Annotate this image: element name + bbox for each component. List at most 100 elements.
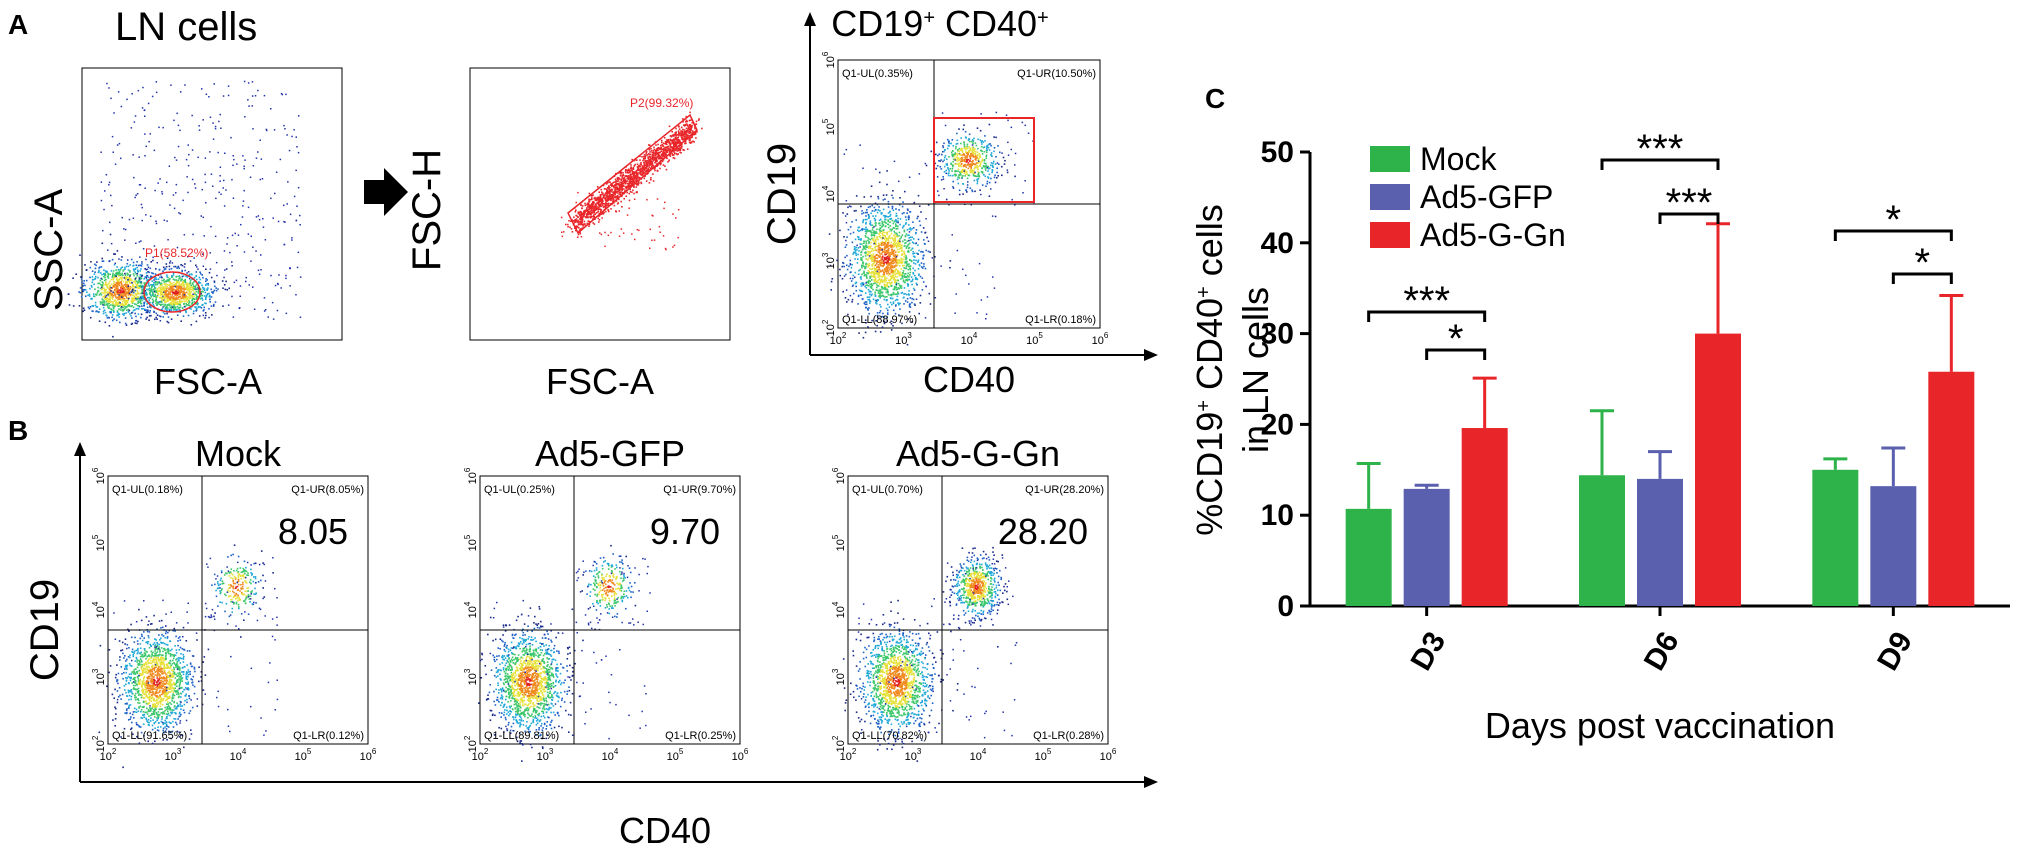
c-ylabel-line2: in LN cells [1235, 287, 1276, 453]
arrow-right-icon [364, 168, 408, 216]
b-cluster-ur [204, 544, 278, 638]
a3-q-ul: Q1-UL(0.35%) [842, 68, 913, 80]
a3-plot-frame [837, 59, 1101, 329]
b-plot-xtick: 104 [230, 747, 247, 763]
b-q-ur: Q1-UR(28.20%) [1025, 484, 1104, 496]
c-significance-label: * [1448, 317, 1464, 361]
a3-xtick: 104 [961, 331, 978, 347]
a3-ytick: 105 [821, 118, 837, 135]
c-ytick-label: 10 [1261, 499, 1294, 532]
b-plot-ytick: 103 [463, 668, 479, 685]
b-q-ul: Q1-UL(0.25%) [484, 484, 555, 496]
b-q-ur: Q1-UR(8.05%) [291, 484, 364, 496]
c-significance-label: * [1886, 198, 1902, 242]
a2-xlabel: FSC-A [546, 361, 654, 402]
b-cluster-ur [575, 544, 651, 631]
b-plot-xtick: 104 [602, 747, 619, 763]
b-plot-ytick: 106 [831, 467, 847, 484]
c-ylabel-line1: %CD19+ CD40+ cells [1189, 204, 1230, 536]
b-plot-xtick: 102 [100, 747, 117, 763]
c-significance-label: *** [1637, 127, 1684, 171]
b-q-ur: Q1-UR(9.70%) [663, 484, 736, 496]
a2-cluster-diagonal [560, 111, 703, 251]
c-xtick-label: D3 [1405, 626, 1453, 676]
a3-ytick: 103 [821, 252, 837, 269]
b-cluster-ll [98, 599, 279, 769]
a3-ytick: 106 [821, 51, 837, 68]
b-plot-ytick: 103 [91, 668, 107, 685]
b-q-ll: Q1-LL(91.65%) [112, 730, 187, 742]
a3-xtick: 103 [895, 331, 912, 347]
c-significance-bracket: * [1425, 317, 1487, 361]
a1-scatter-points [57, 80, 302, 338]
c-bar-ad5-g-gn [1928, 371, 1975, 606]
b-plot-ytick: 102 [91, 735, 107, 752]
b-plot-xtick: 105 [295, 747, 312, 763]
c-bar-ad5-gfp [1403, 488, 1450, 606]
c-legend-label: Ad5-G-Gn [1420, 217, 1566, 253]
a3-x-axis-arrow [1144, 349, 1158, 361]
b-plot-ytick: 103 [831, 668, 847, 685]
b-plot-1: Ad5-GFP Q1-UL(0.25%) Q1-UR(9.70%) Q1-LL(89.… [463, 433, 749, 763]
c-bar-ad5-gfp [1637, 478, 1683, 606]
c-ytick-label: 30 [1261, 318, 1294, 351]
a3-y-axis-arrow [804, 12, 816, 26]
b-plot-ytick: 104 [463, 601, 479, 618]
c-xlabel: Days post vaccination [1485, 705, 1835, 746]
ln-cells-title: LN cells [115, 5, 257, 49]
b-q-lr: Q1-LR(0.12%) [293, 730, 364, 742]
b-ylabel: CD19 [23, 579, 67, 681]
a3-q-lr: Q1-LR(0.18%) [1025, 314, 1096, 326]
a2-gate-label: P2(99.32%) [630, 96, 693, 110]
b-ur-value: 9.70 [650, 511, 720, 552]
b-plot-frame [107, 475, 369, 745]
c-legend-swatch [1370, 184, 1410, 210]
a1-ylabel: SSC-A [27, 189, 71, 312]
b-plot-ytick: 105 [91, 534, 107, 551]
c-ytick-label: 20 [1261, 408, 1294, 441]
b-y-axis-arrow [74, 442, 86, 456]
c-significance-label: *** [1403, 279, 1450, 323]
panel-label-c: C [1205, 83, 1225, 114]
b-plot-points [478, 544, 651, 762]
b-plot-ytick: 106 [91, 467, 107, 484]
b-plot-xtick: 106 [1100, 747, 1117, 763]
b-x-axis-arrow [1144, 776, 1158, 788]
panel-a2: P2(99.32%) FSC-H FSC-A [405, 67, 731, 402]
b-q-ul: Q1-UL(0.70%) [852, 484, 923, 496]
panel-label-a: A [8, 9, 28, 40]
a1-plot-frame [81, 67, 343, 341]
b-xlabel: CD40 [619, 810, 711, 850]
c-legend-swatch [1370, 222, 1410, 248]
a2-plot-frame [469, 67, 731, 341]
b-plot-ytick: 105 [463, 534, 479, 551]
c-significance-label: *** [1666, 181, 1713, 225]
b-plot-frame [479, 475, 741, 745]
a2-ylabel: FSC-H [405, 149, 449, 271]
b-plot-ytick: 105 [831, 534, 847, 551]
c-ytick-label: 0 [1277, 590, 1294, 623]
c-bar-mock [1812, 469, 1859, 606]
c-significance-bracket: *** [1658, 181, 1720, 225]
c-significance-bracket: *** [1600, 127, 1720, 171]
b-cluster-ll [842, 598, 1018, 762]
a2-scatter-points [560, 111, 703, 251]
b-plot-ytick: 104 [831, 601, 847, 618]
a2-gate-p2 [567, 113, 698, 235]
b-plot-2: Ad5-G-Gn Q1-UL(0.70%) Q1-UR(28.20%) Q1-LL(7… [831, 433, 1117, 763]
b-plot-0: Mock Q1-UL(0.18%) Q1-UR(8.05%) Q1-LL(91.65%… [91, 433, 377, 769]
b-plot-points [98, 544, 279, 769]
a3-cluster-ll [828, 142, 996, 346]
b-plot-frame [847, 475, 1109, 745]
c-significance-bracket: * [1891, 241, 1953, 285]
b-plot-xtick: 103 [905, 747, 922, 763]
b-cluster-ll [478, 598, 647, 762]
a3-xtick: 105 [1026, 331, 1043, 347]
b-plot-xtick: 103 [537, 747, 554, 763]
